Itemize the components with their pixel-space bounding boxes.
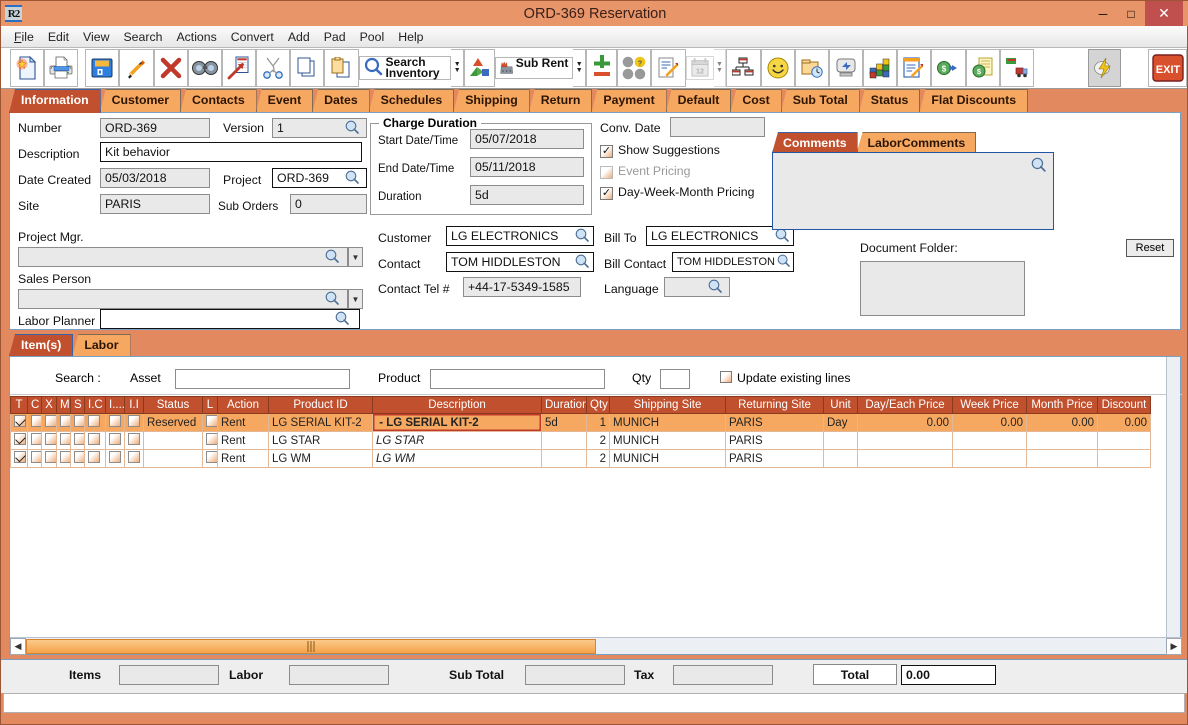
svg-text:$: $ (942, 65, 947, 74)
svg-text:12: 12 (696, 66, 704, 75)
svg-text:EXIT: EXIT (1155, 64, 1180, 76)
svg-text:?: ? (638, 61, 642, 68)
